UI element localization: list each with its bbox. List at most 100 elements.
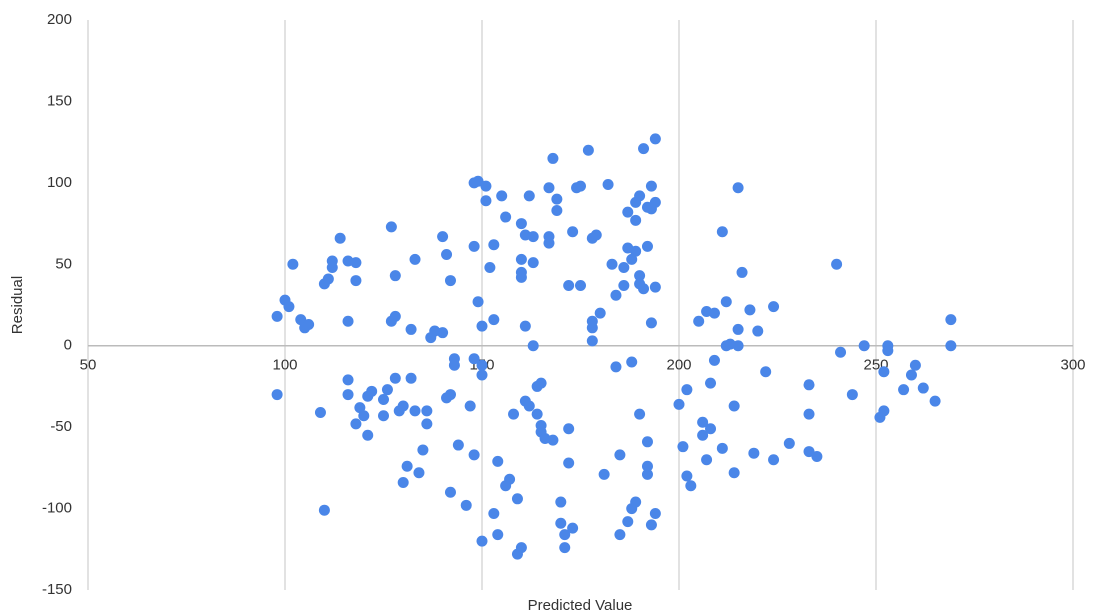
point xyxy=(732,340,744,352)
point xyxy=(515,271,527,283)
point xyxy=(523,400,535,412)
point xyxy=(314,406,326,418)
y-axis-label: Residual xyxy=(9,276,26,334)
y-tick-label: -50 xyxy=(50,418,72,435)
point xyxy=(630,214,642,226)
y-tick-label: 200 xyxy=(47,11,72,28)
point xyxy=(708,354,720,366)
y-tick-label: 150 xyxy=(47,92,72,109)
point xyxy=(929,395,941,407)
point xyxy=(673,398,685,410)
point xyxy=(575,279,586,291)
point xyxy=(649,281,661,293)
point xyxy=(598,468,610,480)
point xyxy=(575,180,586,192)
point xyxy=(464,400,476,412)
point xyxy=(500,211,512,223)
point xyxy=(917,382,929,394)
point xyxy=(480,180,492,192)
point xyxy=(350,418,362,430)
point xyxy=(551,205,563,217)
point xyxy=(295,314,307,326)
point xyxy=(322,273,334,285)
point xyxy=(803,379,815,391)
point xyxy=(527,231,539,243)
point xyxy=(271,389,283,401)
point xyxy=(358,410,370,422)
point xyxy=(342,374,354,386)
point xyxy=(563,279,575,291)
point xyxy=(488,314,500,326)
point xyxy=(515,542,527,554)
point xyxy=(551,193,563,205)
point xyxy=(409,405,421,417)
y-tick-label: 50 xyxy=(55,255,72,272)
point xyxy=(811,450,823,462)
point xyxy=(389,270,401,282)
point xyxy=(389,372,401,384)
point xyxy=(342,389,354,401)
point xyxy=(488,507,500,519)
point xyxy=(417,444,429,456)
x-tick-label: 300 xyxy=(1060,357,1085,374)
point xyxy=(602,178,614,190)
point xyxy=(547,152,559,164)
point xyxy=(409,253,421,265)
point xyxy=(634,278,646,290)
point xyxy=(586,315,598,327)
point xyxy=(641,436,653,448)
point xyxy=(555,517,567,529)
point xyxy=(708,307,720,319)
point xyxy=(401,460,413,472)
point xyxy=(878,405,890,417)
point xyxy=(511,493,523,505)
point xyxy=(362,429,374,441)
point xyxy=(638,143,650,155)
point xyxy=(496,190,508,202)
point xyxy=(444,389,456,401)
point xyxy=(748,447,760,459)
point xyxy=(527,340,539,352)
point xyxy=(334,232,346,244)
point xyxy=(413,467,425,479)
point xyxy=(563,457,575,469)
y-tick-label: 0 xyxy=(64,337,72,354)
point xyxy=(803,408,815,420)
point xyxy=(716,442,728,454)
point xyxy=(555,496,567,508)
point xyxy=(618,279,630,291)
point xyxy=(567,226,579,238)
point xyxy=(437,231,449,243)
point xyxy=(768,454,780,466)
point xyxy=(468,353,480,365)
point xyxy=(681,470,693,482)
point xyxy=(752,325,764,337)
y-tick-label: -100 xyxy=(42,500,72,517)
point xyxy=(421,405,433,417)
point xyxy=(610,289,622,301)
point xyxy=(645,519,657,531)
point xyxy=(945,340,957,352)
point xyxy=(476,369,488,381)
point xyxy=(476,359,488,371)
point xyxy=(630,496,642,508)
point xyxy=(547,434,559,446)
point xyxy=(878,366,890,378)
point xyxy=(508,408,520,420)
point xyxy=(783,437,795,449)
point xyxy=(421,418,433,430)
point xyxy=(527,257,539,269)
point xyxy=(283,301,295,313)
point xyxy=(701,454,713,466)
point xyxy=(515,218,527,230)
point xyxy=(318,504,330,516)
point xyxy=(381,384,393,396)
point xyxy=(641,460,653,472)
point xyxy=(342,315,354,327)
x-axis-label: Predicted Value xyxy=(528,597,633,614)
point xyxy=(882,345,894,357)
point xyxy=(567,522,579,534)
point xyxy=(720,296,732,308)
point xyxy=(630,245,642,257)
point xyxy=(354,402,366,414)
